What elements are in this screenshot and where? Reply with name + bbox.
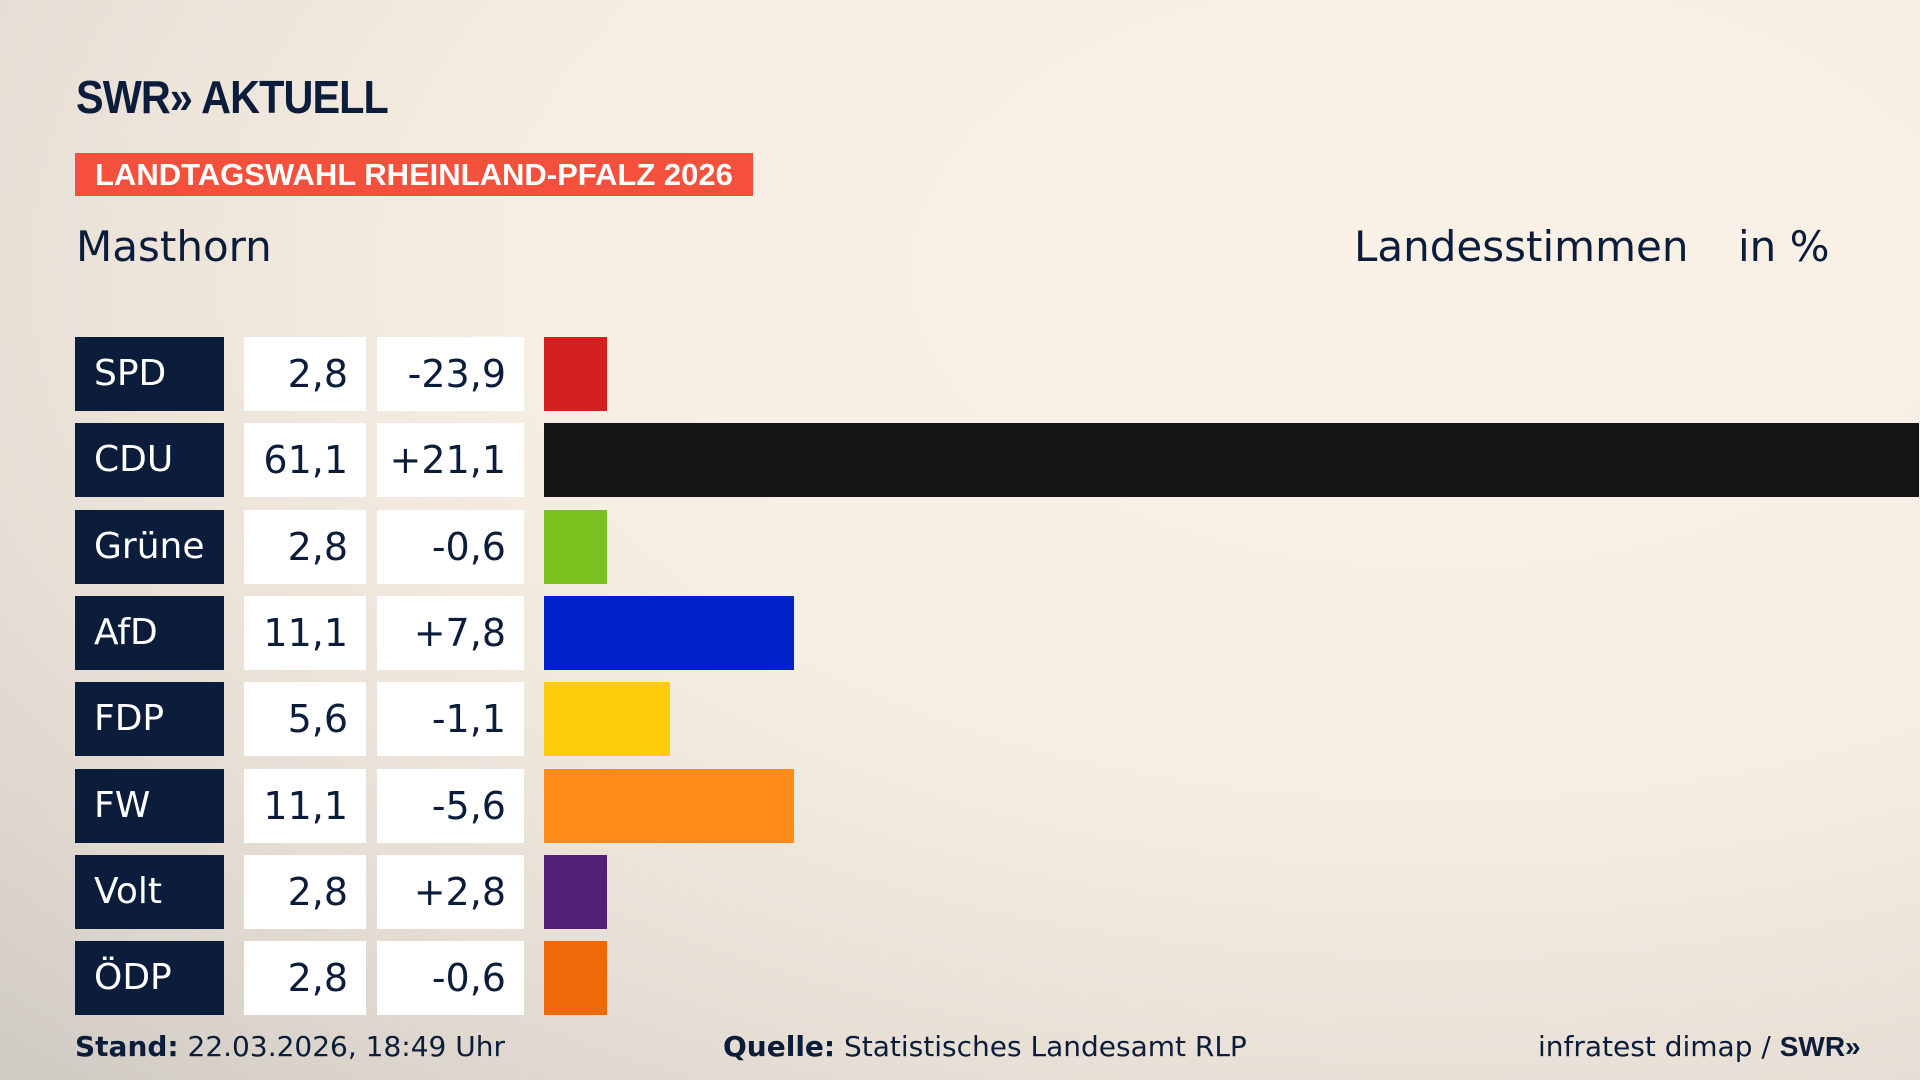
party-label: CDU <box>75 423 224 498</box>
bar-afd <box>544 595 794 670</box>
diff-label: +21,1 <box>377 423 524 498</box>
diff-label: +2,8 <box>377 854 524 929</box>
party-label: SPD <box>75 337 224 411</box>
diff-label: -0,6 <box>377 941 524 1016</box>
party-label: Volt <box>75 854 224 929</box>
bar-fw <box>544 768 794 843</box>
source: Quelle: Statistisches Landesamt RLP <box>723 1030 1247 1063</box>
bar-grüne <box>544 509 607 584</box>
value-label: 2,8 <box>244 854 366 929</box>
value-label: 61,1 <box>244 423 366 498</box>
bar-ödp <box>544 941 607 1016</box>
stand-label: Stand: <box>75 1030 179 1063</box>
source-label: Quelle: <box>723 1030 836 1063</box>
credit-text: infratest dimap / <box>1538 1030 1780 1063</box>
diff-label: +7,8 <box>377 595 524 670</box>
vote-type-label: Landesstimmen <box>1354 222 1689 271</box>
value-label: 2,8 <box>244 509 366 584</box>
timestamp: Stand: 22.03.2026, 18:49 Uhr <box>75 1030 505 1063</box>
diff-label: -0,6 <box>377 509 524 584</box>
bar-cdu <box>544 423 1919 498</box>
party-label: AfD <box>75 595 224 670</box>
bar-volt <box>544 854 607 929</box>
swr-logo: SWR» <box>1779 1031 1861 1062</box>
value-label: 11,1 <box>244 595 366 670</box>
election-banner: LANDTAGSWAHL RHEINLAND-PFALZ 2026 <box>75 153 753 196</box>
party-label: Grüne <box>75 509 224 584</box>
value-label: 2,8 <box>244 941 366 1016</box>
diff-label: -1,1 <box>377 682 524 757</box>
credit: infratest dimap / SWR» <box>1538 1030 1861 1063</box>
party-label: FW <box>75 768 224 843</box>
bar-spd <box>544 337 607 411</box>
bar-fdp <box>544 682 671 757</box>
party-label: FDP <box>75 682 224 757</box>
value-label: 5,6 <box>244 682 366 757</box>
value-label: 2,8 <box>244 337 366 411</box>
swr-aktuell-logo: SWR» AKTUELL <box>76 71 389 123</box>
diff-label: -5,6 <box>377 768 524 843</box>
unit-label: in % <box>1738 222 1830 271</box>
diff-label: -23,9 <box>377 337 524 411</box>
source-value: Statistisches Landesamt RLP <box>844 1030 1247 1063</box>
stand-value: 22.03.2026, 18:49 Uhr <box>187 1030 505 1063</box>
location-title: Masthorn <box>76 222 272 271</box>
value-label: 11,1 <box>244 768 366 843</box>
party-label: ÖDP <box>75 941 224 1016</box>
